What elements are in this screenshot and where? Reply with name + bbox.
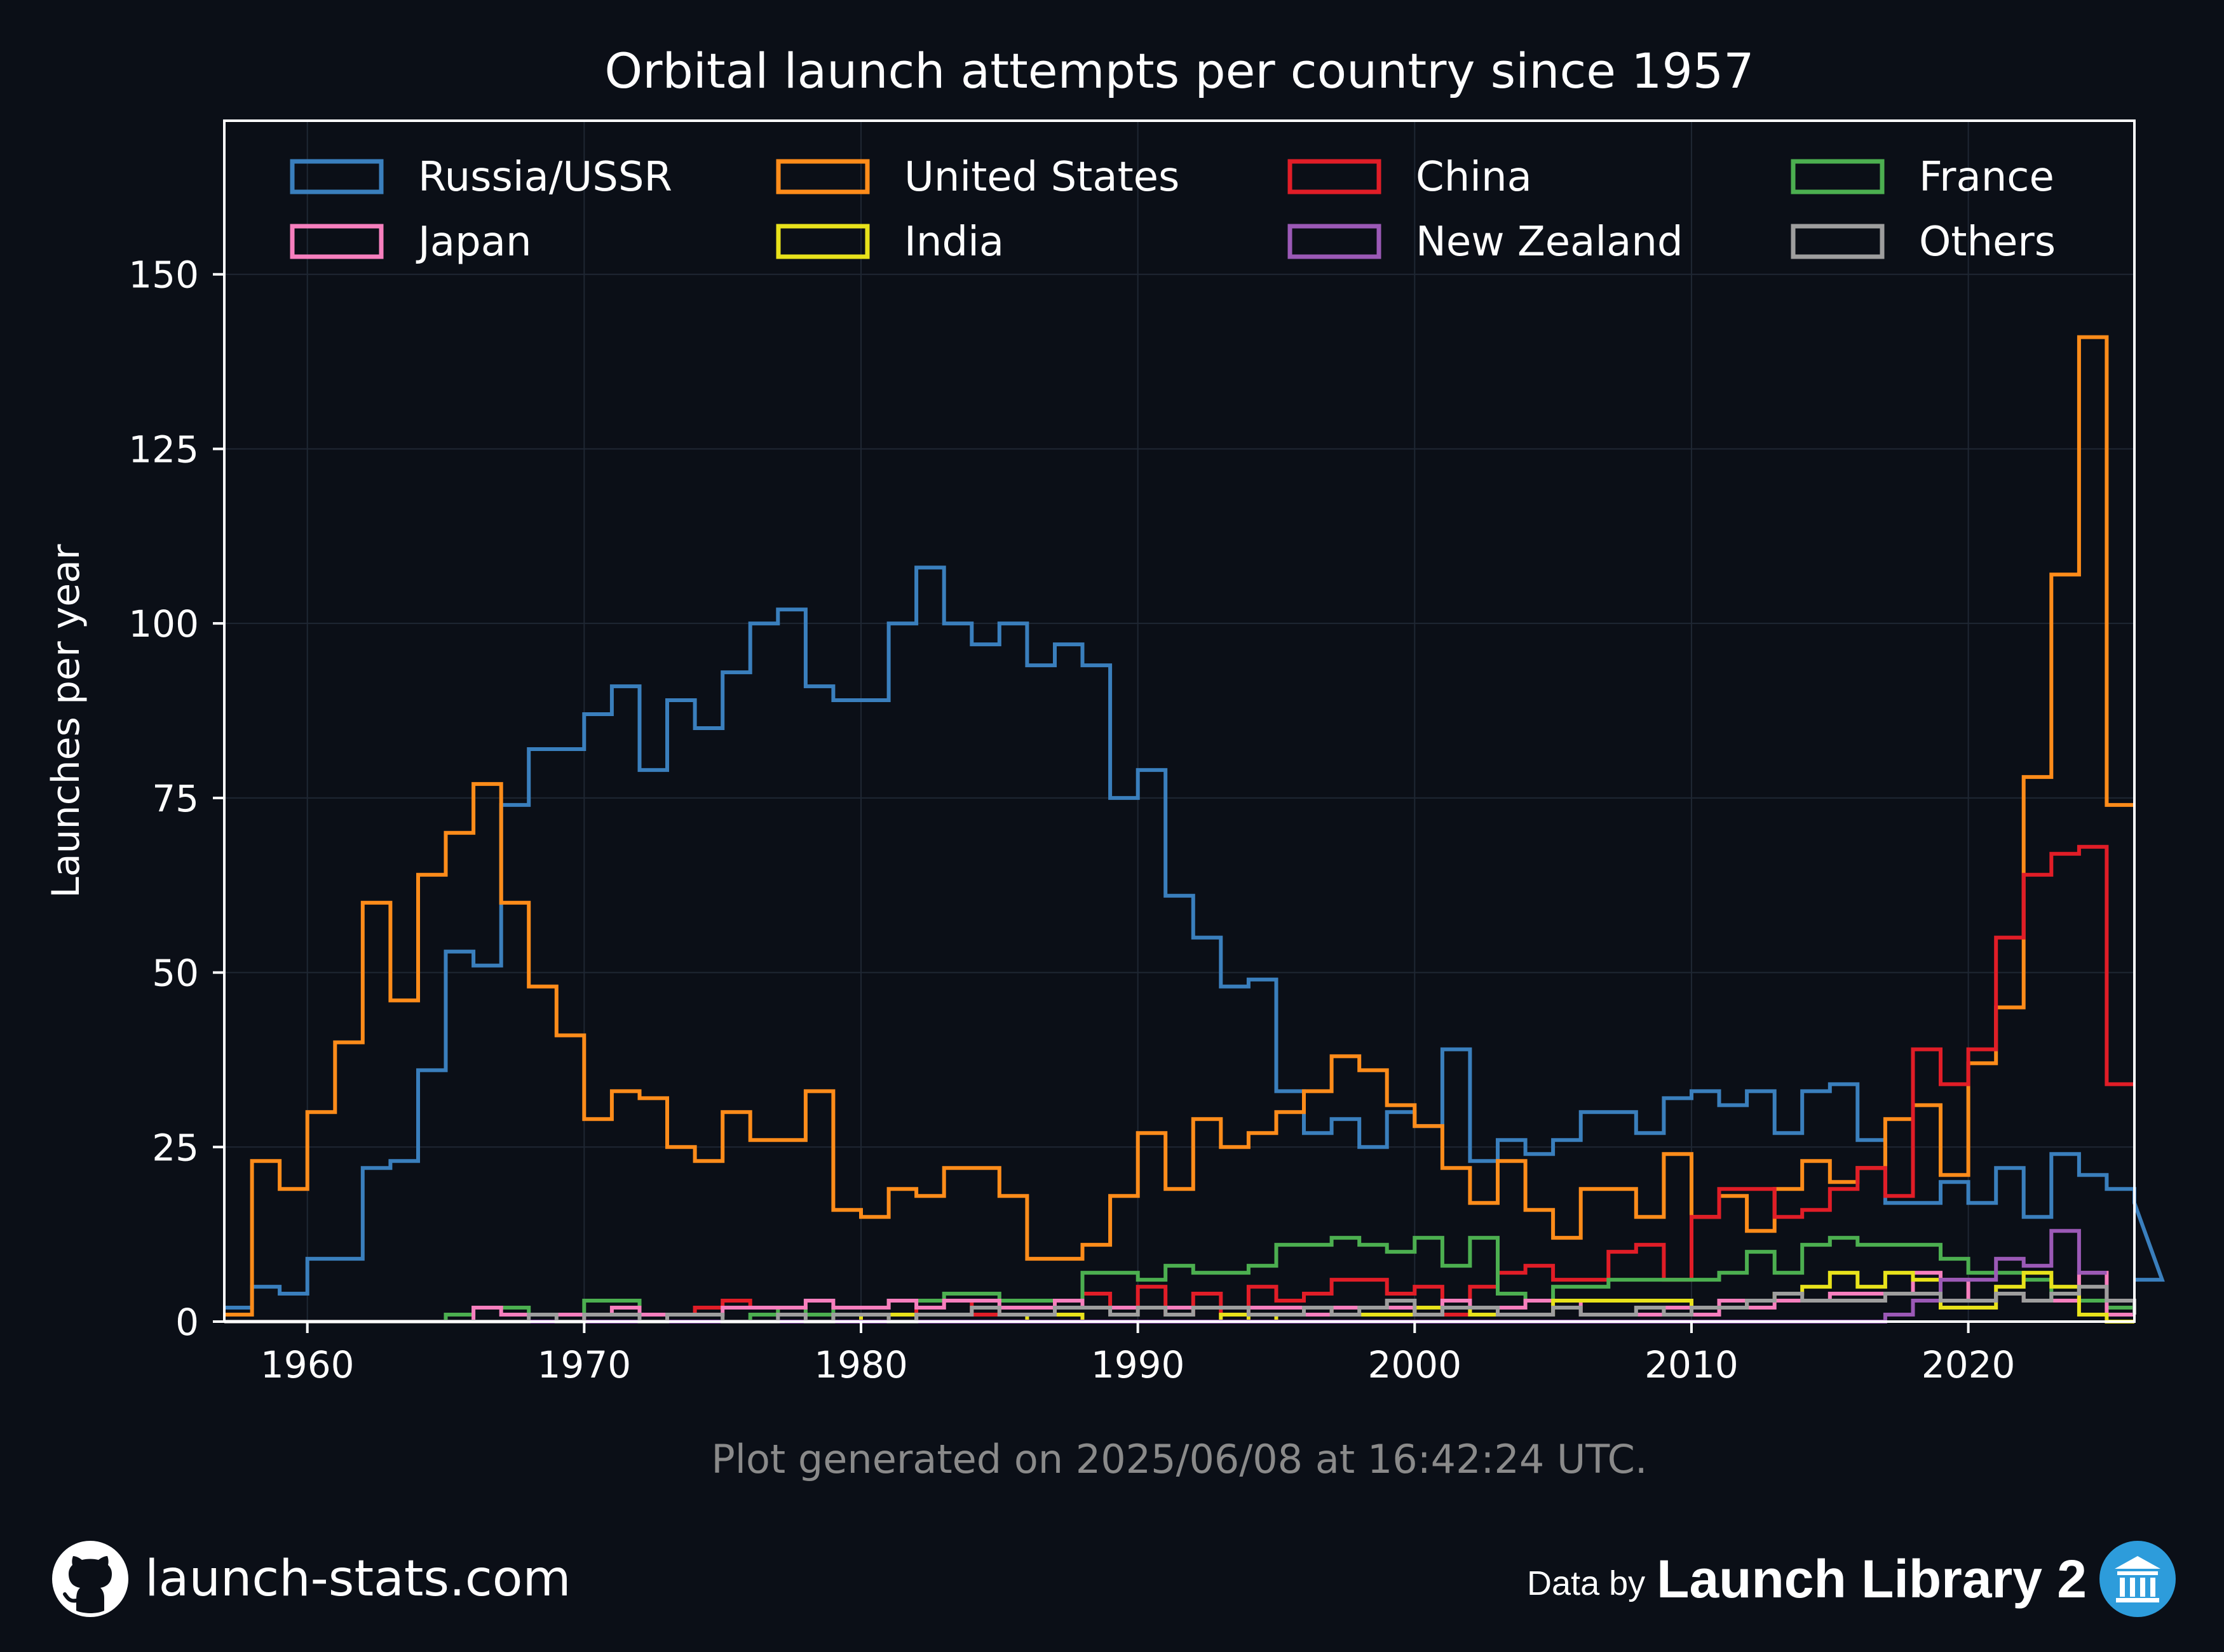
series-japan: [224, 1271, 2134, 1324]
y-tick-label: 0: [175, 1301, 199, 1344]
x-tick-label: 2000: [1367, 1343, 1461, 1386]
x-tick-label: 1960: [261, 1343, 355, 1386]
chart-title: Orbital launch attempts per country sinc…: [604, 43, 1754, 99]
footer-left: launch-stats.com: [51, 1541, 571, 1617]
legend-label-japan: Japan: [416, 219, 532, 266]
x-tick-label: 1980: [814, 1343, 908, 1386]
legend-swatch-others: [1791, 224, 1885, 259]
x-tick-label: 1970: [538, 1343, 632, 1386]
y-tick-label: 125: [128, 428, 199, 471]
legend-swatch-united-states: [776, 159, 870, 194]
series-others: [224, 1285, 2136, 1324]
legend-swatch-russia-ussr: [290, 159, 384, 194]
launch-library-link[interactable]: Launch Library 2: [1657, 1548, 2087, 1609]
series-france: [224, 1236, 2134, 1324]
legend-swatch-france: [1791, 159, 1885, 194]
legend: Russia/USSR United States China France Japan…: [290, 154, 2056, 266]
generated-note: Plot generated on 2025/06/08 at 16:42:24…: [711, 1436, 1647, 1482]
y-axis-label: Launches per year: [44, 544, 88, 898]
site-link[interactable]: launch-stats.com: [145, 1550, 571, 1608]
legend-label-new-zealand: New Zealand: [1416, 219, 1683, 266]
y-tick-label: 150: [128, 254, 199, 297]
y-tick-label: 100: [128, 602, 199, 646]
y-tick-label: 50: [152, 952, 199, 995]
legend-label-india: India: [904, 219, 1004, 266]
x-axis: 1960 1970 1980 1990 2000 2010 2020: [261, 1322, 2016, 1386]
series-united-states: [224, 335, 2134, 1317]
footer-right: Data by Launch Library 2: [1527, 1541, 2177, 1617]
y-tick-label: 25: [152, 1126, 199, 1169]
y-tick-label: 75: [152, 777, 199, 820]
grid: [224, 121, 2134, 1322]
legend-swatch-new-zealand: [1287, 224, 1381, 259]
legend-label-france: France: [1919, 154, 2054, 201]
legend-label-united-states: United States: [904, 154, 1179, 201]
x-tick-label: 2010: [1644, 1343, 1739, 1386]
x-tick-label: 2020: [1922, 1343, 2016, 1386]
series-russia-ussr: [224, 565, 2165, 1310]
data-by-label: Data by: [1527, 1564, 1646, 1602]
github-icon[interactable]: [51, 1540, 130, 1618]
series-layer: [224, 335, 2165, 1324]
legend-swatch-india: [776, 224, 870, 259]
legend-label-russia-ussr: Russia/USSR: [418, 154, 672, 201]
legend-label-china: China: [1416, 154, 1532, 201]
legend-swatch-japan: [290, 224, 384, 259]
y-axis: 0 25 50 75 100 125 150: [128, 254, 224, 1344]
x-tick-label: 1990: [1091, 1343, 1185, 1386]
library-icon: [2099, 1541, 2176, 1617]
legend-swatch-china: [1287, 159, 1381, 194]
legend-label-others: Others: [1919, 219, 2056, 266]
plot-frame: [223, 119, 2136, 1323]
